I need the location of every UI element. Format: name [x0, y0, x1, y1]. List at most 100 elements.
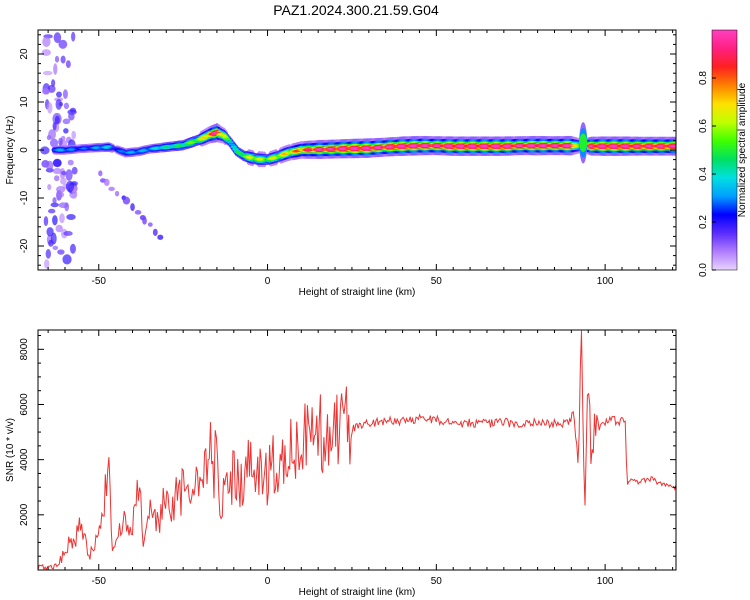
colorbar-tick-label: 0.6: [698, 119, 709, 133]
noise-blob: [53, 32, 62, 44]
noise-blob: [103, 178, 110, 187]
noise-blob: [55, 224, 63, 233]
noise-blob: [70, 181, 78, 186]
colorbar-tick-label: 0.0: [698, 263, 709, 277]
noise-blob: [45, 249, 52, 259]
noise-blob: [50, 202, 59, 208]
noise-blob: [52, 121, 57, 131]
x-tick-label: 50: [431, 276, 443, 287]
noise-blob: [56, 191, 65, 198]
x-tick-label: -50: [92, 576, 107, 587]
noise-blob: [60, 177, 67, 185]
noise-blob: [63, 231, 73, 236]
x-tick-label: -50: [92, 276, 107, 287]
noise-blob: [66, 214, 76, 220]
noise-blob: [52, 167, 62, 175]
noise-blob: [55, 186, 66, 193]
ridge-blob: [227, 141, 234, 144]
noise-blob: [114, 190, 120, 197]
ridge-blob: [672, 144, 676, 148]
noise-blob: [40, 146, 50, 155]
noise-blob: [48, 129, 57, 140]
x-tick-label: 0: [265, 276, 271, 287]
noise-blob: [62, 254, 72, 265]
noise-blob: [58, 39, 68, 49]
spectrogram-data: [40, 31, 676, 269]
bottom-frame: [37, 329, 677, 571]
noise-blob: [63, 102, 70, 110]
y-tick-label: 2000: [19, 503, 30, 526]
noise-blob: [65, 60, 71, 68]
noise-blob: [62, 118, 71, 125]
noise-blob: [54, 115, 60, 124]
noise-blob: [63, 128, 69, 134]
noise-blob: [52, 245, 59, 250]
x-axis-label: Height of straight line (km): [299, 287, 416, 298]
ridge-blob: [230, 145, 237, 148]
noise-blob: [98, 170, 103, 177]
x-tick-label: 100: [597, 276, 614, 287]
snr-panel: -50 0 50 100 2000 4000 6000 8000 Height of strai…: [5, 329, 677, 598]
noise-blob: [42, 70, 53, 76]
noise-blob: [52, 158, 62, 168]
noise-blob: [51, 79, 56, 87]
noise-blob: [58, 137, 63, 146]
y-axis-label: SNR (10 * v/v): [5, 418, 16, 482]
noise-blob: [47, 102, 53, 114]
noise-blob: [65, 169, 73, 181]
noise-blob: [52, 197, 57, 204]
noise-blob: [61, 170, 67, 176]
noise-blob: [152, 228, 158, 236]
noise-blob: [47, 183, 52, 191]
noise-blob: [41, 49, 51, 56]
ridge-blob: [225, 139, 232, 142]
noise-blob: [108, 186, 115, 192]
noise-blob: [71, 130, 77, 140]
y-tick-label: 8000: [19, 338, 30, 361]
x-axis-label: Height of straight line (km): [299, 587, 416, 598]
noise-blob: [68, 112, 75, 121]
y-tick-label: 6000: [19, 393, 30, 416]
colorbar-tick-label: 0.4: [698, 167, 709, 181]
noise-blob: [59, 213, 65, 224]
ridge-blob: [222, 136, 229, 139]
noise-blob: [47, 208, 56, 214]
chart-title: PAZ1.2024.300.21.59.G04: [273, 2, 439, 18]
colorbar: 0.0 0.2 0.4 0.6 0.8 Normalized spectral ampli…: [698, 29, 748, 277]
noise-blob: [122, 196, 131, 205]
noise-blob: [71, 189, 78, 199]
y-tick-label: 4000: [19, 448, 30, 471]
noise-blob: [71, 166, 78, 175]
y-tick-label: 10: [19, 96, 30, 108]
y-tick-label: 0: [19, 147, 30, 153]
noise-blob: [41, 88, 50, 95]
noise-blob: [52, 215, 58, 226]
noise-blob: [71, 31, 76, 42]
colorbar-tick-label: 0.2: [698, 215, 709, 229]
colorbar-tick-label: 0.8: [698, 71, 709, 85]
ridge-blob: [579, 133, 588, 152]
noise-blob: [60, 55, 66, 64]
noise-blob: [53, 63, 58, 75]
ridge-blob: [232, 148, 239, 151]
x-tick-label: 50: [431, 576, 443, 587]
snr-line: [38, 330, 676, 570]
noise-blob: [50, 232, 57, 245]
noise-blob: [54, 55, 60, 63]
noise-blob: [134, 210, 142, 215]
y-tick-label: -10: [19, 190, 30, 205]
colorbar-ramp: [711, 29, 738, 271]
y-tick-label: -20: [19, 238, 30, 253]
y-axis-label: Frequency (Hz): [5, 116, 16, 185]
noise-blob: [62, 89, 68, 100]
noise-blob: [69, 243, 76, 254]
noise-blob: [67, 159, 74, 166]
noise-blob: [42, 36, 51, 48]
noise-blob: [45, 160, 54, 170]
spectrogram-panel: -50 0 50 100 -20 -10 0 10 20 Height of straight l…: [5, 29, 677, 298]
noise-blob: [142, 216, 147, 225]
y-tick-label: 20: [19, 48, 30, 60]
noise-blob: [57, 249, 65, 255]
